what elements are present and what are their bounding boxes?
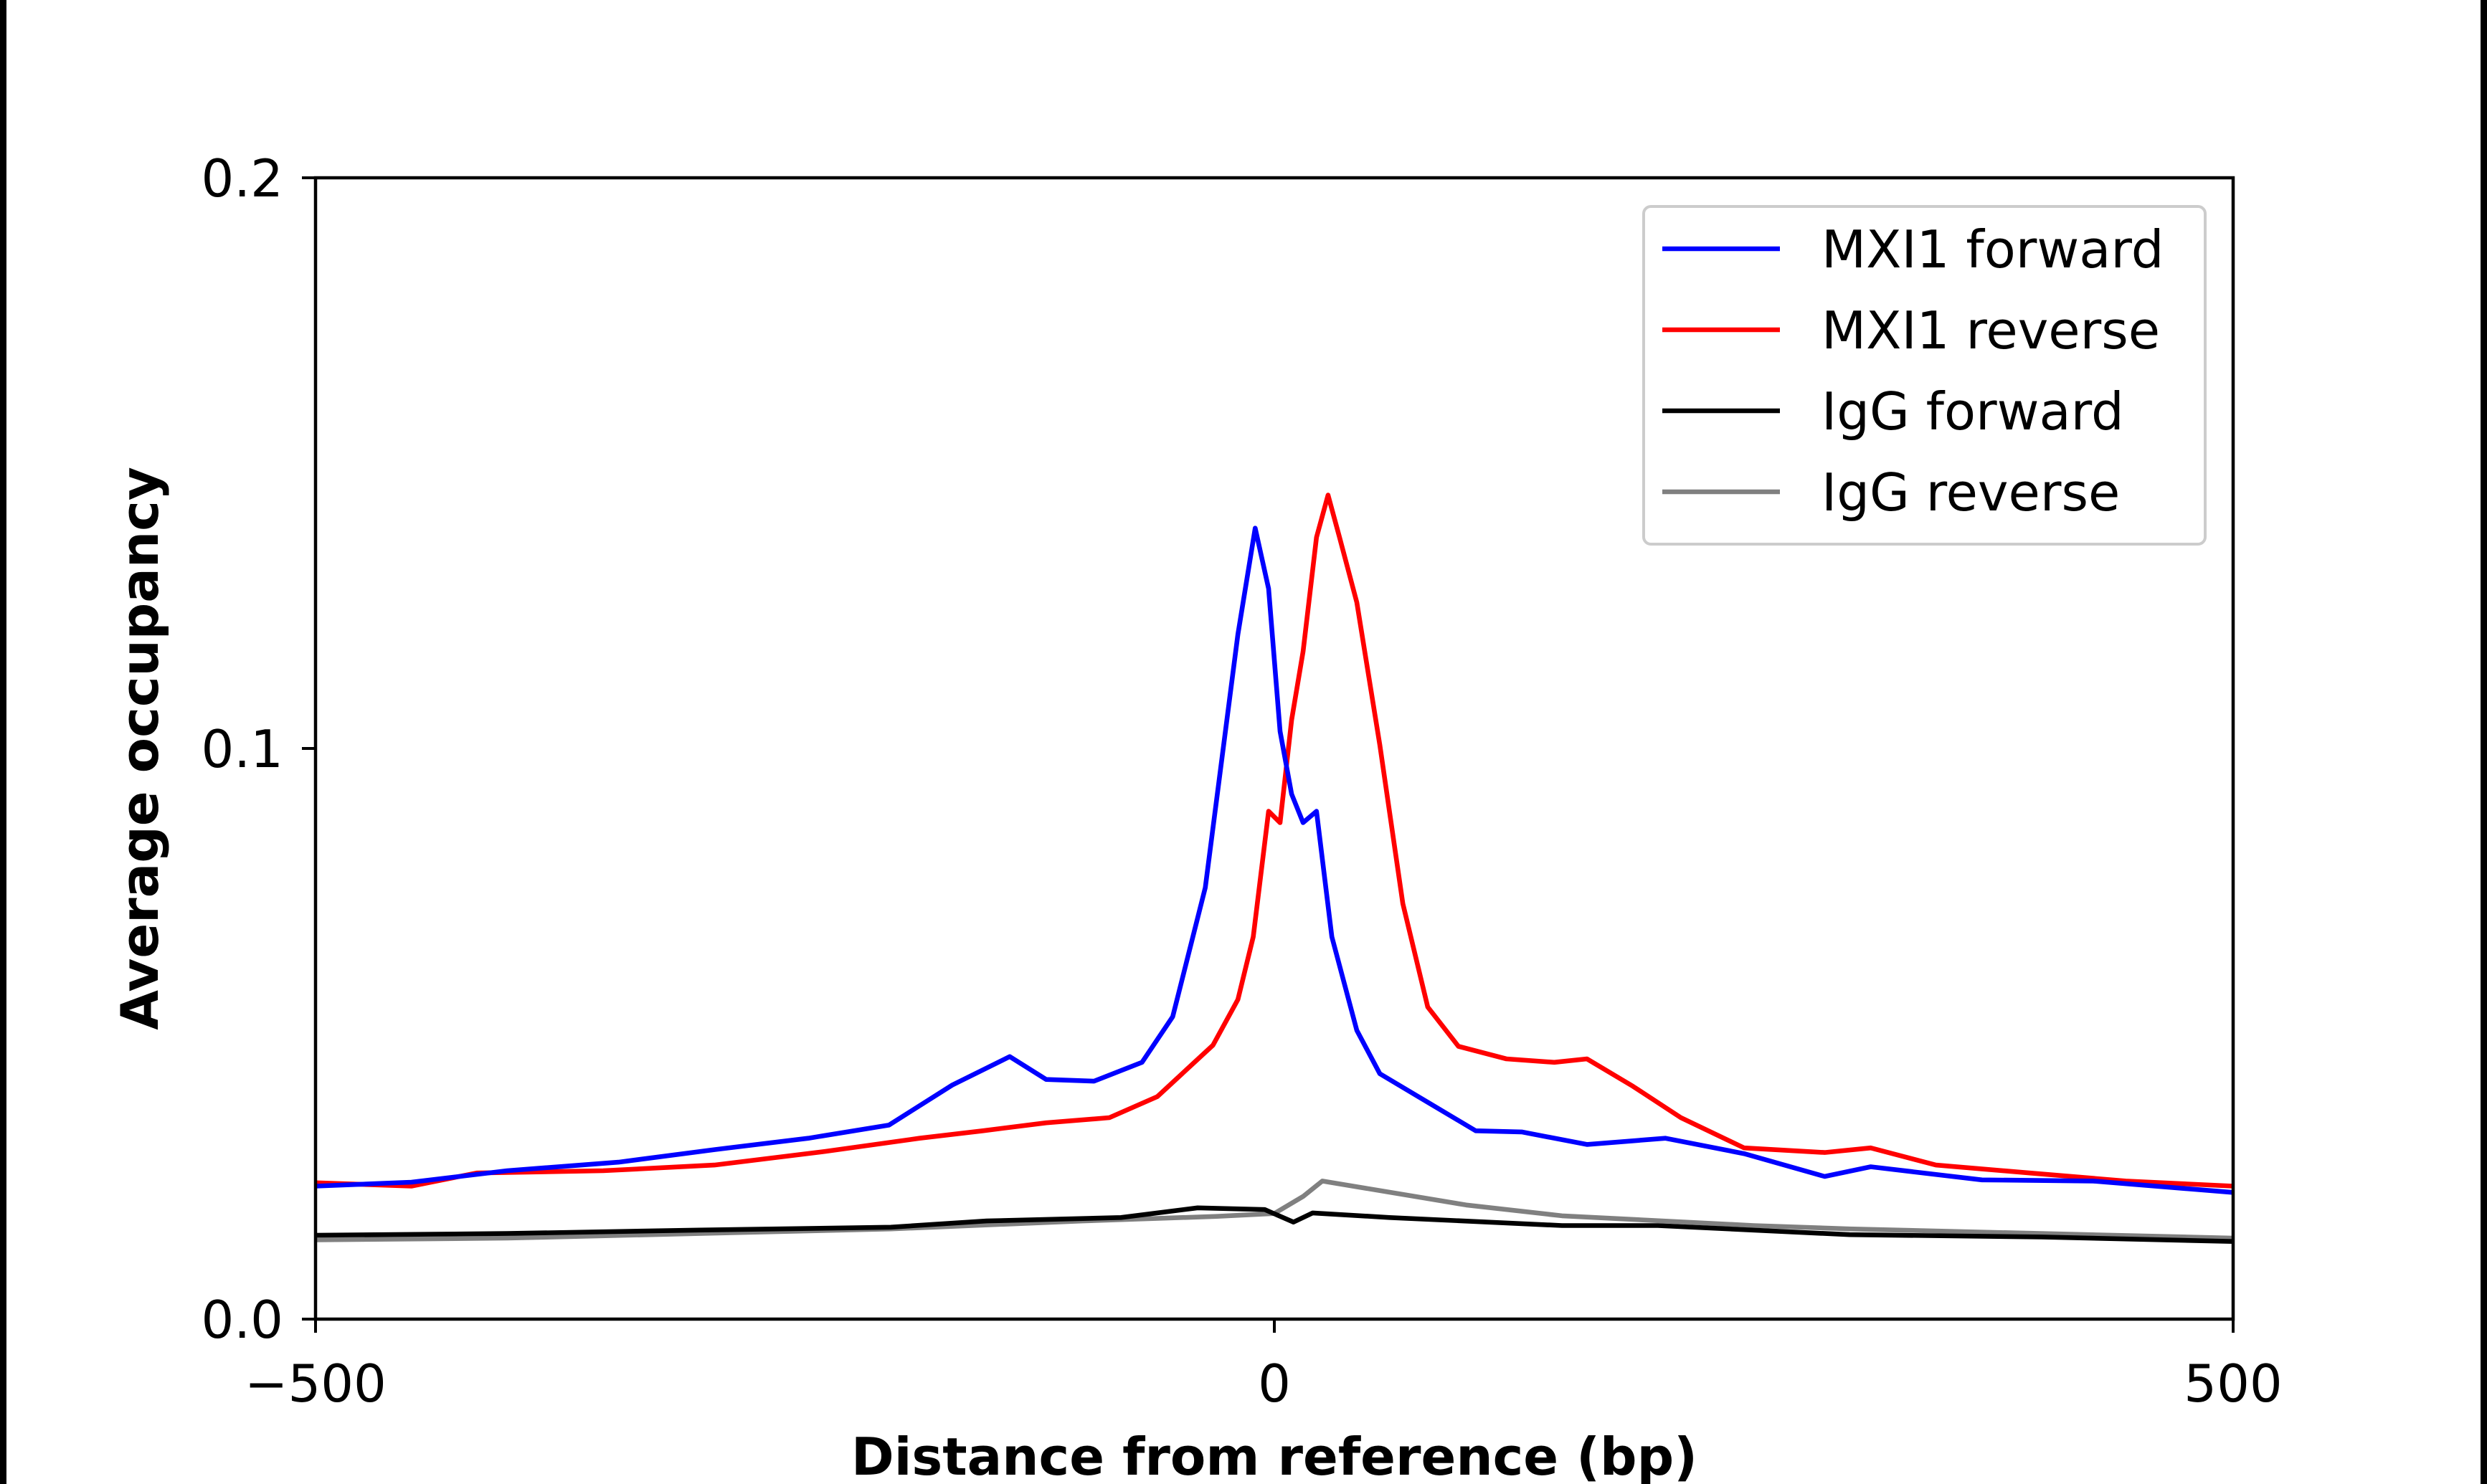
- y-axis-label: Average occupancy: [110, 467, 170, 1030]
- series-line-igg-reverse: [315, 1179, 2234, 1242]
- legend: MXI1 forward MXI1 reverse IgG forward IgG r…: [1642, 205, 2207, 546]
- legend-entry: IgG reverse: [1662, 462, 2120, 523]
- y-tick-label: 0.2: [201, 148, 283, 209]
- series-layer: [315, 493, 2234, 1244]
- legend-label: MXI1 forward: [1822, 219, 2164, 280]
- y-tick-label: 0.1: [201, 719, 283, 779]
- legend-label: IgG forward: [1822, 381, 2124, 442]
- ticks-layer: −500 0 500 0.0 0.1 0.2: [201, 148, 2282, 1414]
- legend-entry: MXI1 forward: [1662, 219, 2164, 280]
- legend-entry: MXI1 reverse: [1662, 300, 2160, 361]
- legend-label: MXI1 reverse: [1822, 300, 2160, 361]
- legend-label: IgG reverse: [1822, 462, 2120, 523]
- left-border: [0, 0, 6, 1484]
- x-tick-label: 0: [1258, 1354, 1291, 1414]
- x-tick-label: 500: [2184, 1354, 2282, 1414]
- right-border: [2481, 0, 2487, 1484]
- series-line-mxi1-reverse: [315, 493, 2234, 1189]
- x-axis-label: Distance from reference (bp): [851, 1427, 1697, 1484]
- legend-frame: [1642, 205, 2207, 546]
- series-line-mxi1-forward: [315, 525, 2234, 1195]
- legend-entry: IgG forward: [1662, 381, 2124, 442]
- x-tick-label: −500: [245, 1354, 387, 1414]
- series-line-igg-forward: [315, 1205, 2234, 1244]
- y-tick-label: 0.0: [201, 1290, 283, 1350]
